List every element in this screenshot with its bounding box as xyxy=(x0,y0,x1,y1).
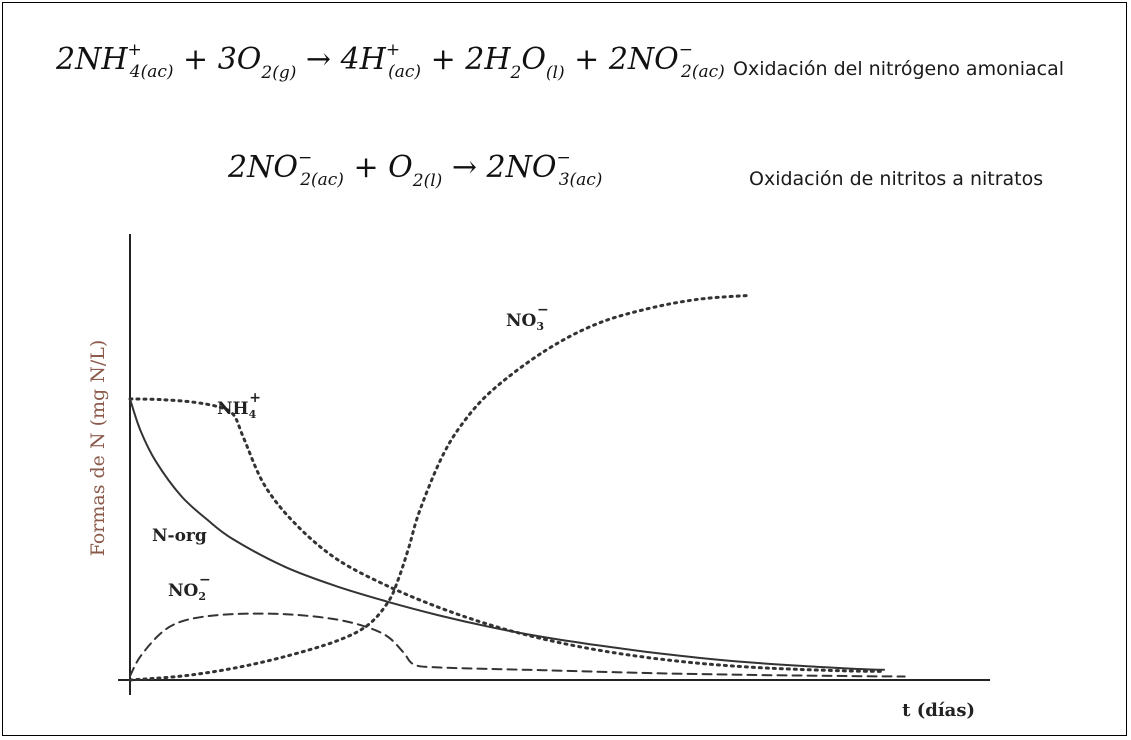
equation-ammonium-oxidation: 2NH+4(ac) + 3O2(g) → 4H+(ac) + 2H2O(l) +… xyxy=(56,39,725,83)
eq2-sup-2: − xyxy=(556,147,571,168)
eq1-sup-3: − xyxy=(678,39,694,60)
eq1-sup-2: + xyxy=(385,39,401,60)
series-line-nh4- xyxy=(128,397,886,673)
eq1-sub-5: (l) xyxy=(545,63,565,83)
eq1-sub-6: 2(ac) xyxy=(681,61,725,82)
eq1-term-6: + 2NO xyxy=(574,42,679,77)
series-layer xyxy=(128,293,906,682)
series-line-n-org xyxy=(129,397,885,671)
x-axis-label: t (días) xyxy=(902,700,975,721)
eq1-term-4: + 2H xyxy=(430,42,511,77)
eq2-sup-1: − xyxy=(297,147,313,168)
eq1-sub-1: 4(ac) xyxy=(129,61,174,82)
equation-nitrite-oxidation: 2NO−2(ac) + O2(l) → 2NO−3(ac) xyxy=(228,147,603,191)
eq2-term-2: + O xyxy=(353,150,413,185)
eq2-sub-3: 3(ac) xyxy=(558,169,603,190)
eq2-term-3: → 2NO xyxy=(451,150,557,185)
series-label-no2-: NO2− xyxy=(168,572,211,603)
series-line-no3- xyxy=(128,293,752,682)
equation-1-note: Oxidación del nitrógeno amoniacal xyxy=(733,58,1065,80)
series-label-no3-: NO3− xyxy=(506,302,549,333)
eq1-sub-3: (ac) xyxy=(388,61,422,82)
series-label-n-org: N-org xyxy=(152,526,207,546)
eq1-term-1: 2NH xyxy=(56,42,128,77)
equation-2-note: Oxidación de nitritos a nitratos xyxy=(749,168,1044,190)
eq1-sub-2: 2(g) xyxy=(261,63,297,83)
y-axis-label: Formas de N (mg N/L) xyxy=(87,340,109,557)
eq2-sub-1: 2(ac) xyxy=(300,169,344,190)
eq1-term-2: + 3O xyxy=(183,42,262,77)
eq1-term-3: → 4H xyxy=(305,42,386,77)
series-line-no2- xyxy=(129,612,906,678)
series-label-nh4-: NH4+ xyxy=(217,390,261,421)
eq2-sub-2: 2(l) xyxy=(412,171,443,191)
eq1-term-5: O xyxy=(521,42,546,77)
eq1-sub-4: 2 xyxy=(510,63,522,83)
eq2-term-1: 2NO xyxy=(228,150,298,185)
eq1-sup-1: + xyxy=(127,39,142,60)
series-label-layer: NH4+ N-org NO2− NO3− xyxy=(152,302,549,603)
